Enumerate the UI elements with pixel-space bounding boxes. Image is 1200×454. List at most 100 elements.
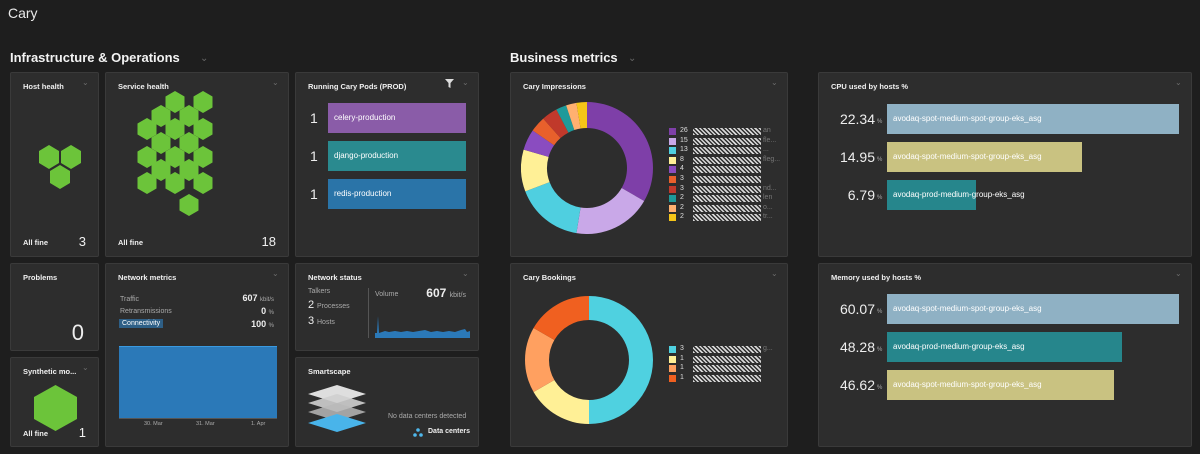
legend-item[interactable]: 4 [669, 165, 784, 174]
legend-label-tail: fleg... [763, 155, 781, 163]
pod-redis[interactable]: redis-production [328, 179, 466, 209]
chevron-down-icon[interactable]: ⌄ [771, 78, 778, 87]
section-title-infra: Infrastructure & Operations [10, 50, 180, 65]
legend-item[interactable]: 1 [669, 355, 784, 364]
running-pods-tile[interactable]: Running Cary Pods (PROD) ⌄ 1 celery-prod… [295, 72, 479, 257]
network-status-tile[interactable]: Network status ⌄ Talkers 2 Processes 3 H… [295, 263, 479, 351]
hexagon-icon [179, 159, 199, 181]
legend-item[interactable]: 1 [669, 364, 784, 373]
cpu-value: 22.34 [839, 111, 875, 127]
connectivity-label[interactable]: Connectivity [119, 319, 164, 328]
legend-item[interactable]: 8 fleg... [669, 156, 784, 165]
chevron-down-icon[interactable]: ⌄ [82, 78, 89, 87]
legend-swatch [669, 137, 676, 145]
cpu-bar[interactable]: avodaq-spot-medium-spot-group-eks_asg [887, 104, 1179, 134]
memory-tile[interactable]: Memory used by hosts % ⌄ 60.07 % avodaq-… [818, 263, 1192, 447]
legend-value: 3 [680, 184, 684, 192]
chevron-down-icon[interactable]: ⌄ [462, 269, 469, 278]
impressions-donut[interactable] [521, 102, 653, 234]
traffic-unit: kbit/s [259, 297, 274, 303]
synthetic-tile[interactable]: Synthetic mo... ⌄ All fine 1 [10, 357, 99, 447]
cpu-bar[interactable]: avodaq-prod-medium-group-eks_asg [887, 180, 1025, 210]
smartscape-tile[interactable]: Smartscape No data centers detected Data… [295, 357, 479, 447]
legend-swatch [669, 185, 676, 193]
donut-slice [543, 109, 569, 139]
legend-swatch [669, 195, 676, 203]
donut-slice [525, 182, 581, 234]
cpu-tile[interactable]: CPU used by hosts % ⌄ 22.34 % avodaq-spo… [818, 72, 1192, 257]
bookings-tile[interactable]: Cary Bookings ⌄ 3 g... 1 1 1 [510, 263, 788, 447]
tile-title: Host health [23, 82, 64, 91]
page-title: Cary [8, 5, 38, 21]
donut-slice [532, 118, 561, 146]
redacted-label [693, 176, 761, 183]
processes-label: Processes [317, 303, 350, 310]
legend-item[interactable]: 3 g... [669, 345, 784, 354]
impressions-legend: 26 an 15 fle... 13... 8 fleg... 4 3 3 nd... 2 len 2 o.… [669, 127, 784, 227]
problems-tile[interactable]: Problems 0 [10, 263, 99, 351]
hexagon-icon [179, 105, 199, 127]
legend-item[interactable]: 2 o... [669, 204, 784, 213]
cpu-unit: % [877, 119, 883, 125]
chevron-down-icon[interactable]: ⌄ [1175, 78, 1182, 87]
legend-item[interactable]: 13... [669, 146, 784, 155]
pod-django[interactable]: django-production [328, 141, 466, 171]
legend-swatch [669, 365, 676, 373]
hexagon-icon [151, 105, 171, 127]
problem-count: 0 [71, 320, 84, 345]
tile-title: Network metrics [118, 273, 177, 282]
connectivity-number: 100 [251, 319, 267, 329]
chevron-down-icon[interactable]: ⌄ [272, 269, 279, 278]
legend-item[interactable]: 2 len [669, 194, 784, 203]
host-count: 3 [78, 234, 86, 249]
cpu-bar[interactable]: avodaq-spot-medium-spot-group-eks_asg [887, 142, 1083, 172]
donut-slice [533, 380, 589, 424]
legend-swatch [669, 147, 676, 155]
chevron-down-icon[interactable]: ⌄ [771, 269, 778, 278]
legend-item[interactable]: 2 tr... [669, 213, 784, 222]
hexagon-icon [61, 145, 81, 169]
tile-title: Cary Bookings [523, 273, 576, 282]
host-health-tile[interactable]: Host health ⌄ All fine 3 [10, 72, 99, 257]
divider [368, 288, 369, 338]
retransmissions-label: Retransmissions [120, 308, 172, 315]
filter-icon[interactable] [445, 79, 454, 88]
memory-bar[interactable]: avodaq-prod-medium-group-eks_asg [887, 332, 1122, 362]
chevron-down-icon[interactable]: ⌄ [200, 53, 209, 64]
hexagon-icon [137, 146, 157, 168]
legend-value: 15 [680, 136, 688, 144]
hexagon-icon [193, 172, 213, 194]
legend-item[interactable]: 1 [669, 374, 784, 383]
hexagon-icon [165, 146, 185, 168]
legend-item[interactable]: 15 fle... [669, 137, 784, 146]
redacted-label [693, 374, 761, 382]
chevron-down-icon[interactable]: ⌄ [1175, 269, 1182, 278]
bookings-donut[interactable] [524, 295, 654, 425]
pod-celery[interactable]: celery-production [328, 103, 466, 133]
section-title-business: Business metrics [510, 50, 618, 65]
legend-label-tail: len [763, 194, 773, 202]
legend-value: 8 [680, 155, 684, 163]
memory-bar[interactable]: avodaq-spot-medium-spot-group-eks_asg [887, 294, 1179, 324]
legend-item[interactable]: 3 nd... [669, 185, 784, 194]
connectivity-value: 100 % [251, 319, 274, 329]
chevron-down-icon[interactable]: ⌄ [82, 363, 89, 372]
service-health-tile[interactable]: Service health ⌄ All fine 18 [105, 72, 289, 257]
network-metrics-tile[interactable]: Network metrics ⌄ Traffic 607 kbit/s Ret… [105, 263, 289, 447]
chevron-down-icon[interactable]: ⌄ [628, 53, 637, 64]
redacted-label [693, 137, 761, 145]
legend-item[interactable]: 26 an [669, 127, 784, 136]
processes-count: 2 [308, 299, 315, 311]
legend-swatch [669, 128, 676, 135]
hexagon-icon [137, 118, 157, 140]
chevron-down-icon[interactable]: ⌄ [272, 78, 279, 87]
cpu-unit: % [877, 195, 883, 201]
data-centers-link[interactable]: Data centers [428, 428, 471, 435]
chevron-down-icon[interactable]: ⌄ [462, 78, 469, 87]
impressions-tile[interactable]: Cary Impressions ⌄ 26 an 15 fle... 13... 8 fle… [510, 72, 788, 257]
memory-bar[interactable]: avodaq-spot-medium-spot-group-eks_asg [887, 370, 1114, 400]
cpu-value: 14.95 [839, 149, 875, 165]
legend-value: 3 [680, 345, 684, 352]
connectivity-chart-area[interactable] [119, 346, 277, 418]
legend-item[interactable]: 3 [669, 175, 784, 184]
